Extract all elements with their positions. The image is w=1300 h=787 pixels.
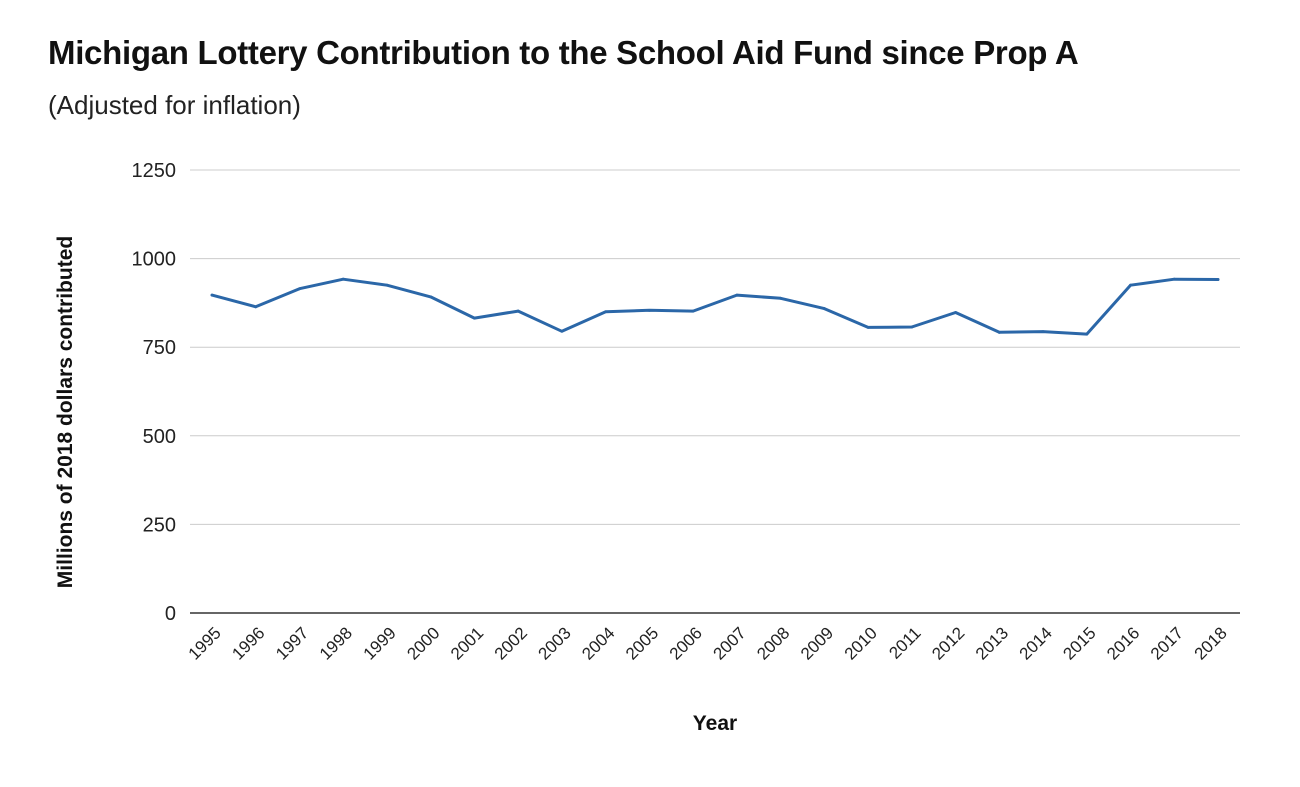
data-point xyxy=(298,287,301,291)
data-point xyxy=(604,310,608,314)
data-point xyxy=(997,330,1001,334)
data-point xyxy=(516,309,520,313)
x-tick-label: 2017 xyxy=(1147,623,1187,663)
y-axis-title: Millions of 2018 dollars contributed xyxy=(54,236,77,588)
x-tick-label: 2011 xyxy=(885,623,924,662)
data-point xyxy=(779,296,783,300)
data-point xyxy=(341,277,345,281)
x-tick-label: 1998 xyxy=(316,623,356,663)
x-tick-label: 2008 xyxy=(753,623,793,663)
chart-subtitle: (Adjusted for inflation) xyxy=(48,90,301,120)
x-tick-label: 2018 xyxy=(1191,623,1231,663)
data-point xyxy=(210,293,214,297)
data-point xyxy=(691,309,695,313)
x-axis-title: Year xyxy=(693,712,737,735)
y-tick-label: 1250 xyxy=(132,160,177,182)
x-tick-label: 2015 xyxy=(1059,623,1099,663)
x-tick-label: 2016 xyxy=(1103,623,1143,663)
x-tick-label: 2001 xyxy=(447,623,487,663)
x-tick-label: 2014 xyxy=(1016,623,1056,663)
data-point xyxy=(1085,332,1089,336)
data-point xyxy=(647,308,651,312)
x-tick-label: 2006 xyxy=(666,623,706,663)
x-tick-label: 2003 xyxy=(535,623,575,663)
data-point xyxy=(1216,278,1220,281)
data-point xyxy=(910,325,914,329)
series-group xyxy=(210,277,1220,336)
data-point xyxy=(1129,283,1132,287)
x-tick-label: 2009 xyxy=(797,623,837,663)
gridlines xyxy=(190,169,1240,614)
x-tick-label: 2012 xyxy=(928,623,968,663)
series-line xyxy=(210,277,1220,336)
data-point xyxy=(954,311,957,314)
data-point xyxy=(866,325,870,329)
data-point xyxy=(254,305,258,309)
y-axis-ticks: 0 250 500 750 1000 1250 xyxy=(132,160,177,625)
x-tick-label: 2013 xyxy=(972,623,1012,663)
y-tick-label: 250 xyxy=(143,514,176,536)
x-axis-ticks: 1995 1996 1997 1998 1999 2000 2001 2002 2003 2004… xyxy=(185,623,1231,663)
x-tick-label: 2005 xyxy=(622,623,662,663)
data-point xyxy=(822,307,826,310)
x-tick-label: 2004 xyxy=(578,623,618,663)
y-tick-label: 500 xyxy=(143,426,176,448)
data-point xyxy=(1172,277,1176,281)
data-point xyxy=(473,316,476,320)
x-tick-label: 2000 xyxy=(403,623,443,663)
x-tick-label: 1996 xyxy=(228,623,268,663)
y-tick-label: 0 xyxy=(165,603,176,625)
data-point xyxy=(560,329,564,333)
data-point xyxy=(385,283,389,287)
chart-title: Michigan Lottery Contribution to the Sch… xyxy=(48,34,1079,71)
y-tick-label: 1000 xyxy=(132,249,177,271)
data-point xyxy=(1041,330,1045,334)
x-tick-label: 1997 xyxy=(272,623,312,663)
x-tick-label: 2007 xyxy=(710,623,750,663)
x-tick-label: 1995 xyxy=(185,623,225,663)
y-tick-label: 750 xyxy=(143,337,176,359)
x-tick-label: 2002 xyxy=(491,623,531,663)
x-tick-label: 1999 xyxy=(360,623,400,663)
data-point xyxy=(735,293,739,297)
data-point xyxy=(429,295,433,299)
x-tick-label: 2010 xyxy=(841,623,881,663)
